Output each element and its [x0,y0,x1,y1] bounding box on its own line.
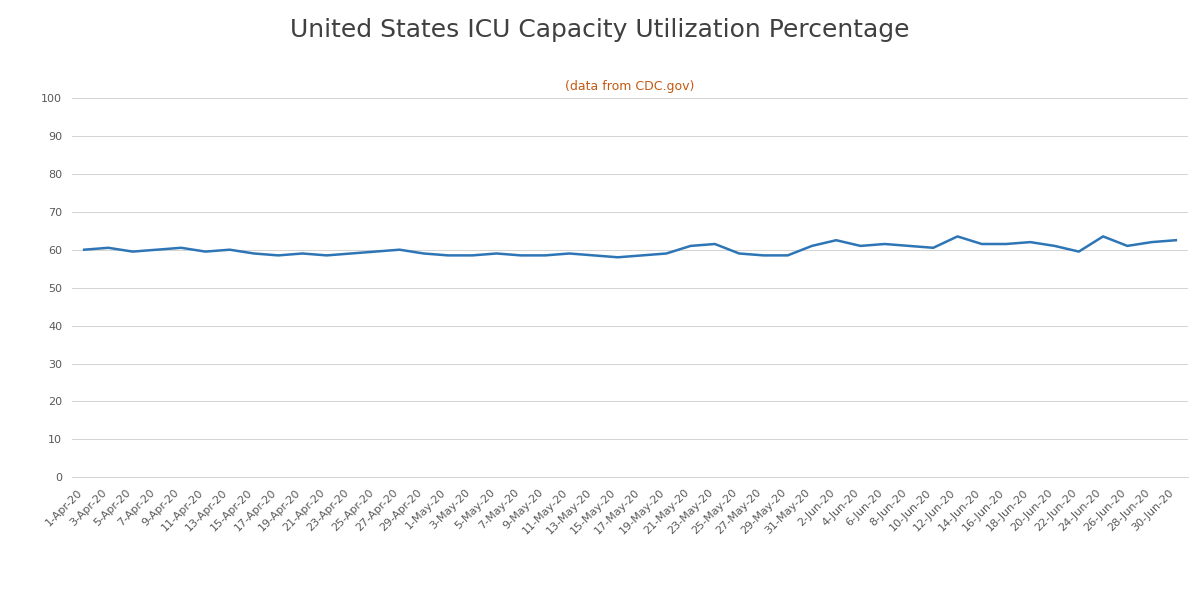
Text: United States ICU Capacity Utilization Percentage: United States ICU Capacity Utilization P… [290,18,910,42]
Title: (data from CDC.gov): (data from CDC.gov) [565,80,695,92]
